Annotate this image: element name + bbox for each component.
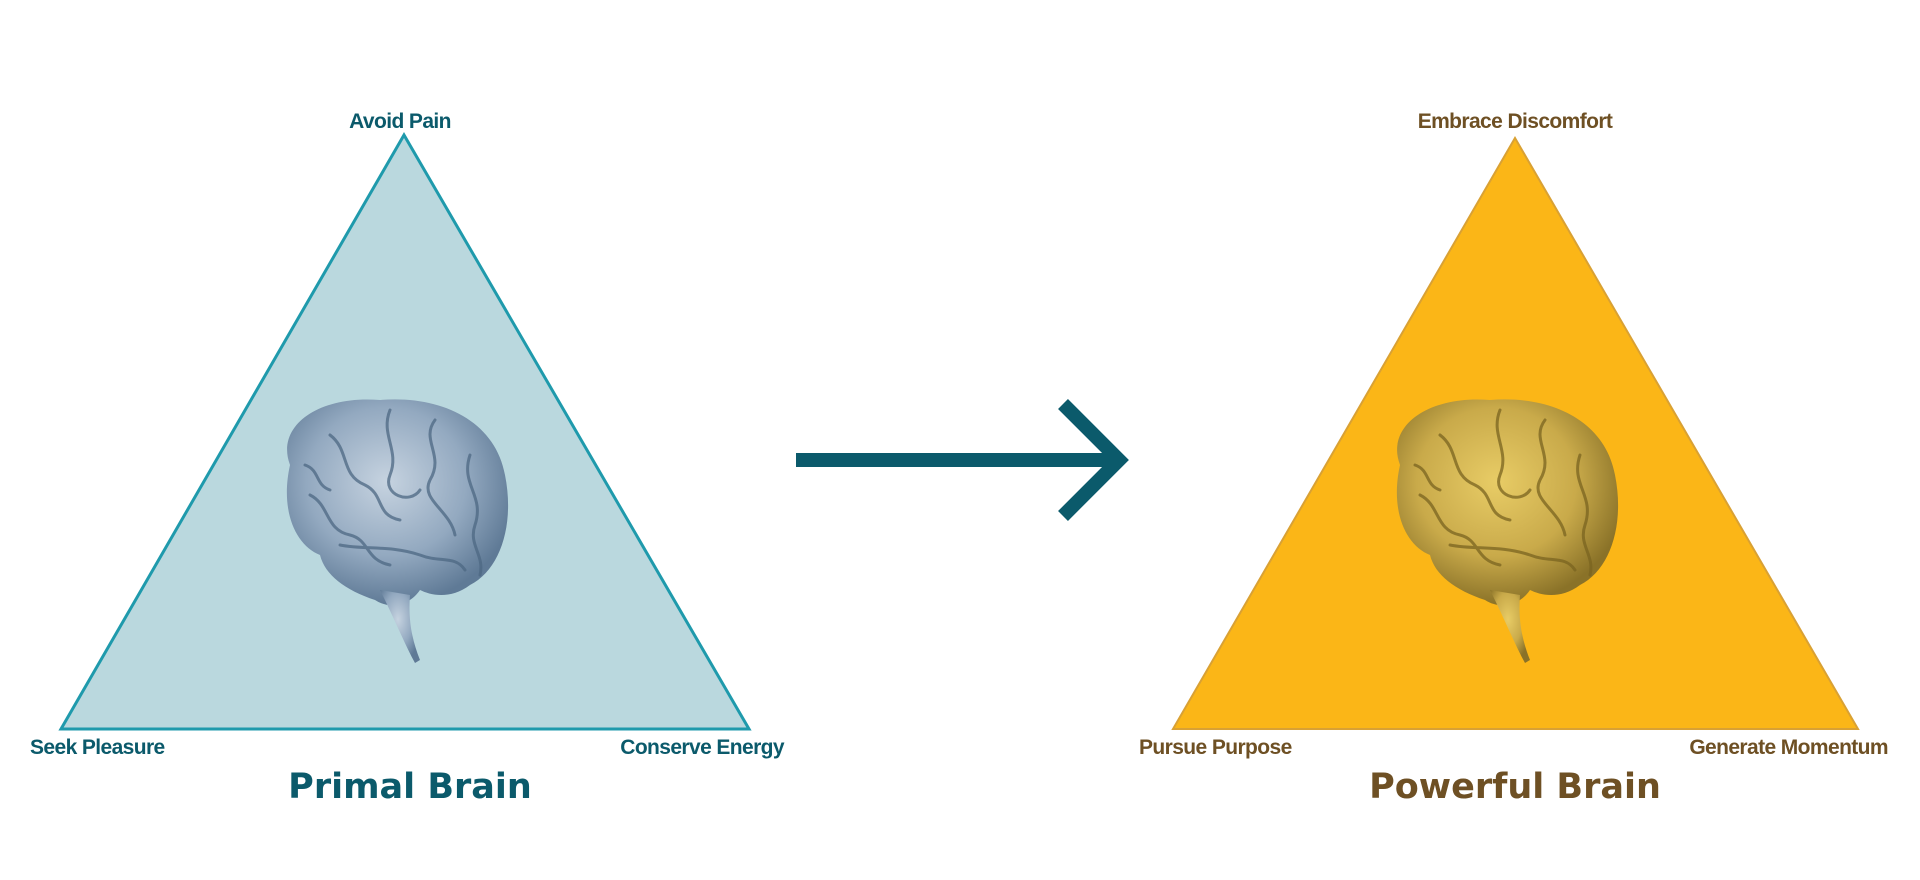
primal-brain-group: Avoid Pain Seek Pleasure Conserve Energy… — [30, 110, 786, 807]
primal-title: Primal Brain — [288, 767, 532, 807]
primal-bottom-right-label: Conserve Energy — [620, 736, 785, 759]
powerful-title: Powerful Brain — [1369, 767, 1661, 807]
primal-top-label: Avoid Pain — [349, 110, 451, 133]
powerful-bottom-left-label: Pursue Purpose — [1139, 736, 1292, 759]
arrow-right-icon — [796, 399, 1129, 521]
powerful-top-label: Embrace Discomfort — [1418, 110, 1613, 133]
powerful-bottom-right-label: Generate Momentum — [1689, 736, 1888, 759]
powerful-brain-group: Embrace Discomfort Pursue Purpose Genera… — [1139, 110, 1889, 807]
primal-bottom-left-label: Seek Pleasure — [30, 736, 165, 759]
